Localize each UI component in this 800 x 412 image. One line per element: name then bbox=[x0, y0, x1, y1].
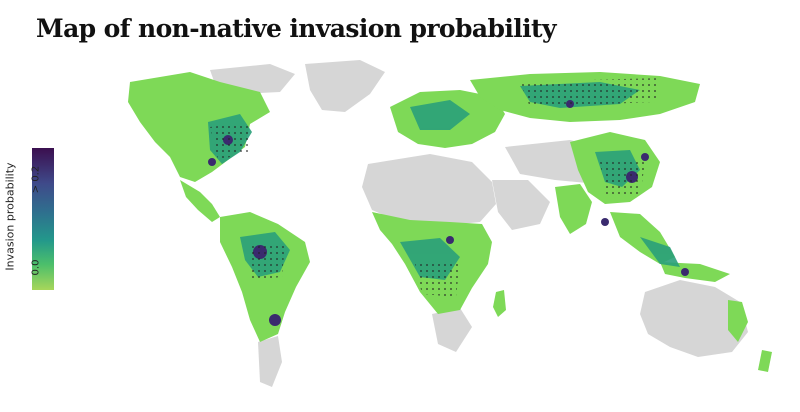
map-title: Map of non-native invasion probability bbox=[36, 14, 557, 43]
landmass-grey bbox=[210, 60, 748, 387]
legend: Invasion probability > 0.2 0.0 bbox=[2, 148, 62, 290]
world-map bbox=[100, 52, 780, 392]
legend-title: Invasion probability bbox=[3, 162, 17, 271]
legend-max-label: > 0.2 bbox=[30, 165, 42, 194]
legend-colorbar bbox=[32, 148, 54, 290]
legend-min-label: 0.0 bbox=[30, 259, 42, 276]
hatch-overlay bbox=[210, 78, 660, 297]
